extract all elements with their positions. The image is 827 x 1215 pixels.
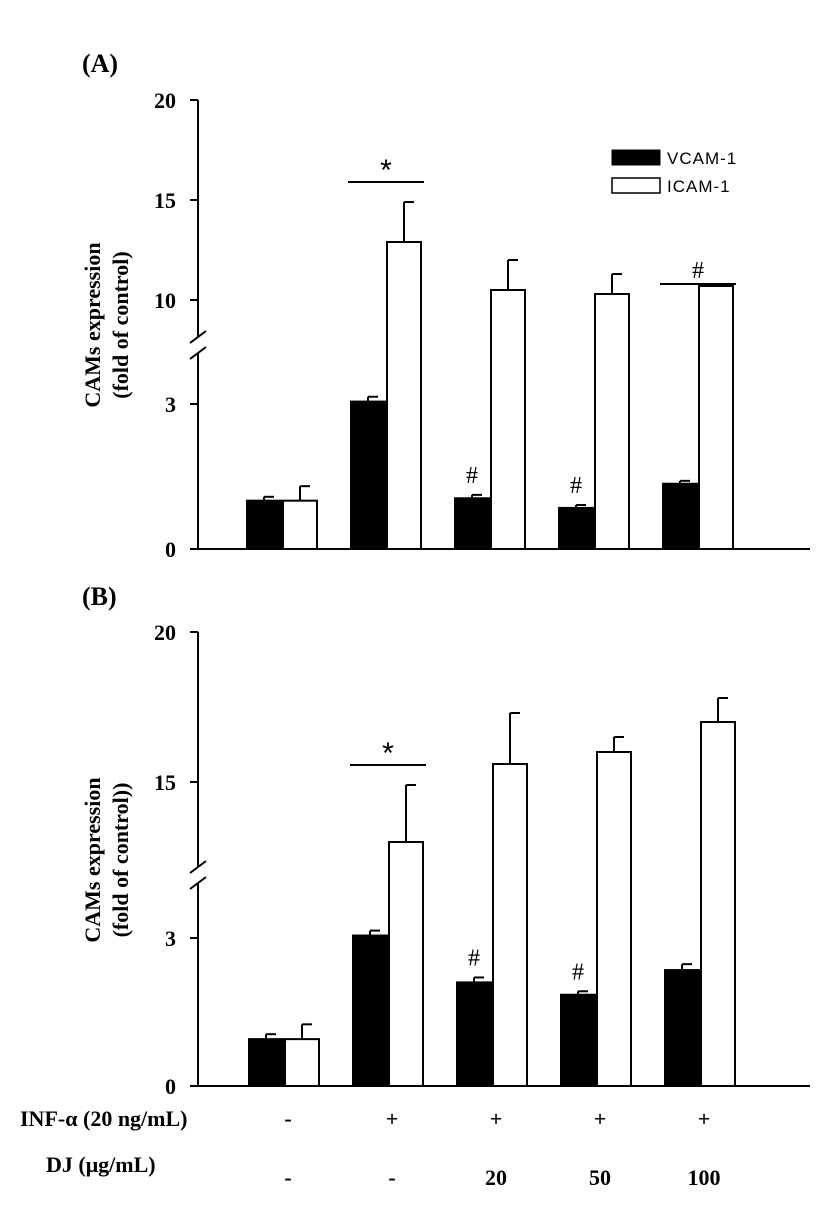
panel-a-bar-vcam-1 — [662, 482, 698, 550]
panel-b-bar-vcam-1 — [456, 981, 492, 1088]
panel-a-bar-icam-1 — [594, 351, 630, 550]
panel-b-bar-break-gap — [702, 867, 734, 881]
condition-row2-value: - — [284, 1165, 291, 1190]
panel-b-y-tick-label: 0 — [165, 1074, 176, 1099]
panel-a-bar-icam-1 — [698, 285, 734, 339]
panel-b-significance-star: * — [382, 737, 394, 770]
condition-row1-value: + — [490, 1106, 503, 1131]
panel-a-y-tick-label: 3 — [165, 392, 176, 417]
panel-b-y-tick-label: 3 — [165, 926, 176, 951]
panel-b-bar-icam-1 — [492, 879, 528, 1087]
panel-a-bar-vcam-1 — [558, 506, 594, 550]
condition-row2-value: 100 — [688, 1165, 721, 1190]
panel-b-bar-icam-1 — [596, 879, 632, 1087]
panel-a-bar-break-gap — [596, 337, 628, 353]
panel-b-bar-icam-1 — [284, 1038, 320, 1087]
condition-row1-value: + — [594, 1106, 607, 1131]
panel-a-significance-hash: # — [570, 473, 582, 499]
panel-a-bar-vcam-1 — [454, 497, 490, 550]
panel-a-axis-break-mark — [189, 346, 207, 360]
panel-b-axis-break-mark — [189, 860, 207, 874]
panel-a-bar-icam-1 — [282, 499, 318, 550]
panel-b-bar-break-gap — [598, 867, 630, 881]
panel-b-bar-break-gap — [390, 867, 422, 881]
panel-b-ylabel-line1: CAMs expression — [80, 777, 105, 942]
panel-a-y-tick-label: 10 — [154, 288, 176, 313]
panel-b-ylabel-line2: (fold of control)) — [108, 783, 133, 938]
panel-b-bar-vcam-1 — [352, 934, 388, 1087]
condition-row1-label: INF-α (20 ng/mL) — [20, 1106, 188, 1131]
panel-b-y-tick-label: 15 — [154, 770, 176, 795]
panel-b-bar-vcam-1 — [664, 969, 700, 1087]
condition-row2-label: DJ (μg/mL) — [46, 1152, 156, 1177]
panel-b-bar-icam-1 — [700, 879, 736, 1087]
panel-a-bar-icam-1 — [490, 289, 526, 339]
panel-b-bar-break-gap — [494, 867, 526, 881]
panel-a-bar-vcam-1 — [350, 400, 386, 551]
panel-a-label: (A) — [82, 49, 118, 78]
panel-a-y-tick-label: 15 — [154, 188, 176, 213]
legend-vcam-swatch — [611, 149, 661, 166]
panel-a-ylabel-line2: (fold of control) — [108, 251, 133, 398]
condition-row1-value: - — [284, 1106, 291, 1131]
condition-row1-value: + — [698, 1106, 711, 1131]
panel-a-significance-hash: # — [466, 463, 478, 489]
panel-b-significance-hash: # — [572, 959, 584, 985]
legend-vcam-label: VCAM-1 — [667, 149, 737, 168]
panel-a-bar-break-gap — [492, 337, 524, 353]
panel-a-bar-break-gap — [700, 337, 732, 353]
panel-b-bar-icam-1 — [596, 751, 632, 869]
condition-row2-value: 50 — [589, 1165, 611, 1190]
panel-b-significance-hash: # — [468, 945, 480, 971]
condition-row1-value: + — [386, 1106, 399, 1131]
panel-a-bar-icam-1 — [698, 351, 734, 550]
panel-b-bar-icam-1 — [492, 763, 528, 869]
panel-a-bar-icam-1 — [594, 293, 630, 339]
panel-b-label: (B) — [82, 582, 117, 611]
panel-a-significance-hash: # — [692, 258, 704, 284]
condition-row2-value: 20 — [485, 1165, 507, 1190]
panel-a-bar-icam-1 — [490, 351, 526, 550]
condition-row2-value: - — [388, 1165, 395, 1190]
panel-b-bar-icam-1 — [388, 841, 424, 869]
panel-b-bar-vcam-1 — [560, 993, 596, 1088]
panel-a-bar-break-gap — [388, 337, 420, 353]
panel-b-axis-break-mark — [189, 876, 207, 890]
panel-a-significance-star: * — [380, 154, 392, 187]
panel-a-bar-icam-1 — [386, 351, 422, 550]
panel-b-bar-vcam-1 — [248, 1038, 284, 1087]
panel-a-bar-icam-1 — [386, 241, 422, 339]
legend-icam-swatch — [611, 177, 661, 194]
panel-b-bar-icam-1 — [700, 721, 736, 869]
panel-a-axis-break-mark — [189, 330, 207, 344]
legend-icam-label: ICAM-1 — [667, 177, 731, 196]
panel-a-y-tick-label: 20 — [154, 88, 176, 113]
panel-b-bar-icam-1 — [388, 879, 424, 1087]
panel-a-bar-vcam-1 — [246, 499, 282, 550]
panel-b-y-tick-label: 20 — [154, 620, 176, 645]
panel-a-y-tick-label: 0 — [165, 537, 176, 562]
panel-a-ylabel-line1: CAMs expression — [80, 242, 105, 407]
